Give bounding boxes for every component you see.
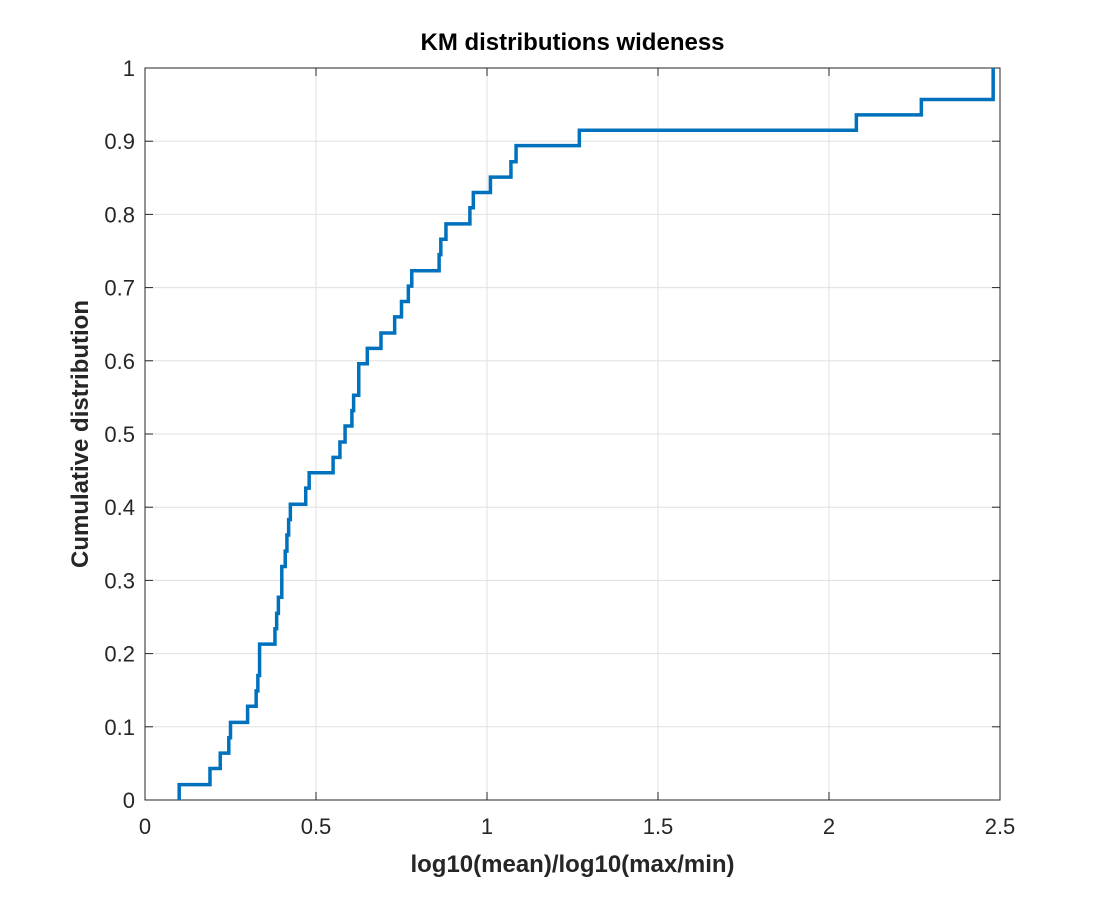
chart-title: KM distributions wideness — [420, 29, 724, 56]
x-tick-label: 1.5 — [643, 814, 674, 839]
x-tick-label: 0.5 — [301, 814, 332, 839]
y-tick-label: 0.9 — [104, 129, 135, 154]
tick-marks — [144, 67, 1001, 801]
y-tick-label: 0.6 — [104, 349, 135, 374]
x-tick-label: 2 — [823, 814, 835, 839]
y-tick-label: 0 — [123, 788, 135, 813]
y-axis-title: Cumulative distribution — [67, 300, 94, 568]
y-tick-label: 0.3 — [104, 568, 135, 593]
x-axis-title: log10(mean)/log10(max/min) — [410, 851, 734, 878]
x-tick-label: 0 — [139, 814, 151, 839]
x-tick-label: 1 — [481, 814, 493, 839]
y-tick-label: 0.4 — [104, 495, 135, 520]
y-tick-label: 1 — [123, 56, 135, 81]
cdf-series-line — [177, 68, 995, 800]
x-tick-labels: 0 0.5 1 1.5 2 2.5 — [139, 814, 1015, 839]
x-tick-label: 2.5 — [985, 814, 1016, 839]
y-tick-label: 0.2 — [104, 642, 135, 667]
y-tick-label: 0.5 — [104, 422, 135, 447]
y-tick-label: 0.8 — [104, 202, 135, 227]
y-tick-label: 0.1 — [104, 715, 135, 740]
y-tick-label: 0.7 — [104, 276, 135, 301]
y-tick-labels: 0 0.1 0.2 0.3 0.4 0.5 0.6 0.7 0.8 0.9 1 — [104, 56, 135, 813]
